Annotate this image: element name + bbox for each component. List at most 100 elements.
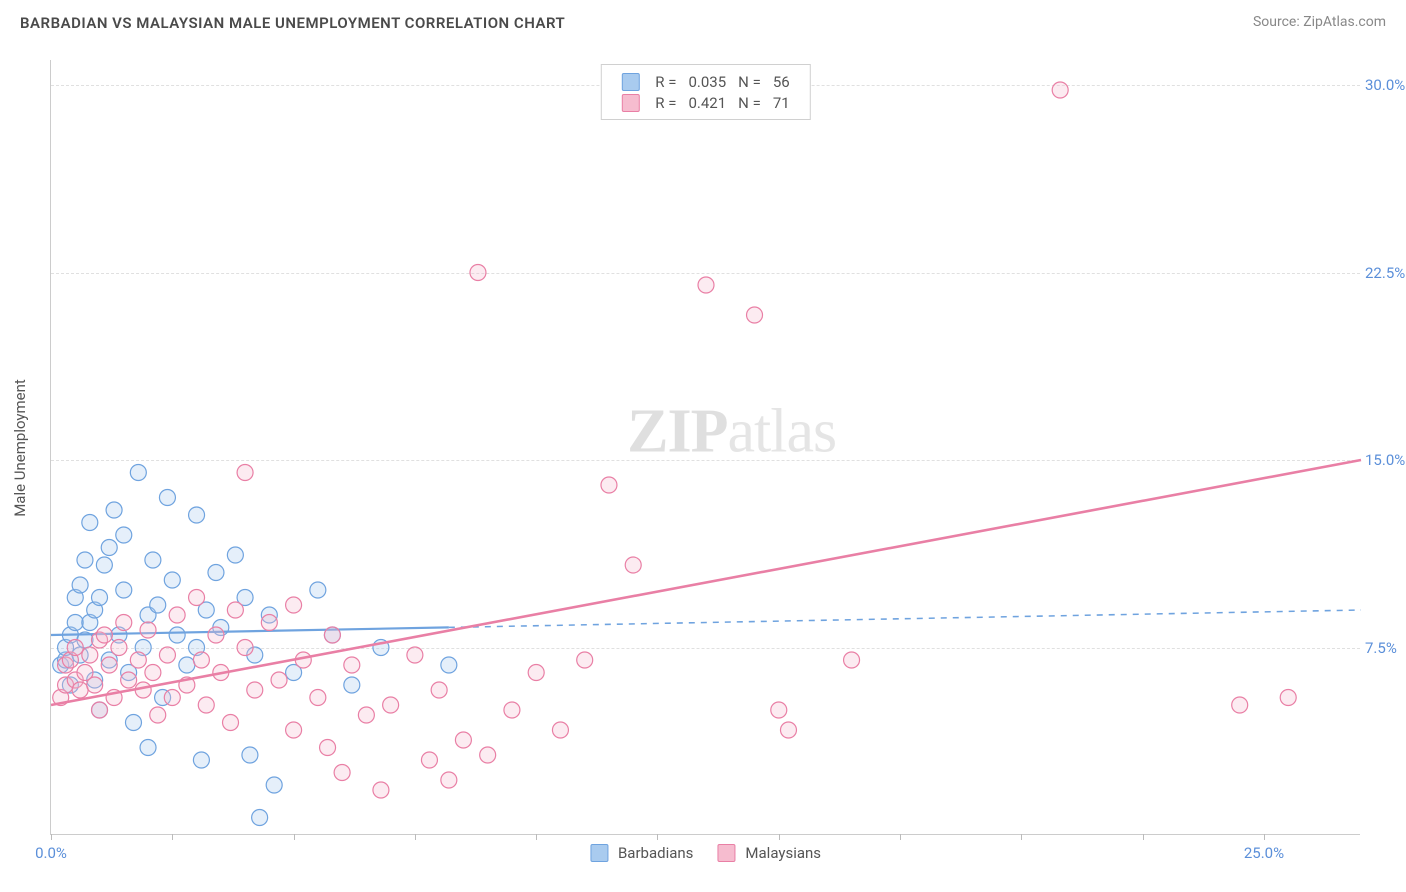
swatch-malaysians xyxy=(621,94,639,112)
data-point xyxy=(121,672,137,688)
data-point xyxy=(150,707,166,723)
data-point xyxy=(625,557,641,573)
legend-item-malaysians: Malaysians xyxy=(717,844,821,862)
data-point xyxy=(383,697,399,713)
legend-item-barbadians: Barbadians xyxy=(590,844,693,862)
data-point xyxy=(844,652,860,668)
data-point xyxy=(470,265,486,281)
data-point xyxy=(198,697,214,713)
chart-header: BARBADIAN VS MALAYSIAN MALE UNEMPLOYMENT… xyxy=(0,0,1406,48)
data-point xyxy=(116,615,132,631)
y-tick-label: 22.5% xyxy=(1365,264,1406,282)
data-point xyxy=(140,622,156,638)
data-point xyxy=(101,657,117,673)
data-point xyxy=(480,747,496,763)
data-point xyxy=(82,515,98,531)
data-point xyxy=(227,602,243,618)
data-point xyxy=(189,507,205,523)
data-point xyxy=(159,647,175,663)
data-point xyxy=(140,740,156,756)
data-point xyxy=(780,722,796,738)
data-point xyxy=(324,627,340,643)
chart-title: BARBADIAN VS MALAYSIAN MALE UNEMPLOYMENT… xyxy=(20,14,565,32)
data-point xyxy=(116,527,132,543)
data-point xyxy=(130,465,146,481)
data-point xyxy=(431,682,447,698)
data-point xyxy=(698,277,714,293)
data-point xyxy=(67,615,83,631)
data-point xyxy=(169,607,185,623)
stats-row-barbadians: R = 0.035 N = 56 xyxy=(615,71,795,92)
data-point xyxy=(164,572,180,588)
data-point xyxy=(145,552,161,568)
data-point xyxy=(286,722,302,738)
data-point xyxy=(601,477,617,493)
data-point xyxy=(252,810,268,826)
data-point xyxy=(528,665,544,681)
data-point xyxy=(72,577,88,593)
data-point xyxy=(334,765,350,781)
data-point xyxy=(106,502,122,518)
data-point xyxy=(208,627,224,643)
data-point xyxy=(193,752,209,768)
data-point xyxy=(125,715,141,731)
y-axis-label: Male Unemployment xyxy=(11,379,29,517)
x-tick-label: 0.0% xyxy=(35,844,67,862)
data-point xyxy=(96,557,112,573)
series-legend: Barbadians Malaysians xyxy=(590,844,821,862)
stats-row-malaysians: R = 0.421 N = 71 xyxy=(615,92,795,113)
data-point xyxy=(1232,697,1248,713)
data-point xyxy=(92,702,108,718)
data-point xyxy=(771,702,787,718)
trend-line xyxy=(51,460,1361,705)
data-point xyxy=(82,647,98,663)
data-point xyxy=(344,677,360,693)
data-point xyxy=(421,752,437,768)
data-point xyxy=(164,690,180,706)
data-point xyxy=(320,740,336,756)
data-point xyxy=(208,565,224,581)
plot-region: ZIPatlas R = 0.035 N = 56 R = 0.421 N = … xyxy=(50,60,1360,835)
data-point xyxy=(310,690,326,706)
data-point xyxy=(577,652,593,668)
data-point xyxy=(77,552,93,568)
data-point xyxy=(169,627,185,643)
data-point xyxy=(116,582,132,598)
x-tick-label: 25.0% xyxy=(1244,844,1284,862)
data-point xyxy=(237,465,253,481)
data-point xyxy=(358,707,374,723)
data-point xyxy=(72,682,88,698)
data-point xyxy=(310,582,326,598)
data-point xyxy=(179,657,195,673)
data-point xyxy=(407,647,423,663)
data-point xyxy=(271,672,287,688)
data-point xyxy=(87,677,103,693)
data-point xyxy=(266,777,282,793)
data-point xyxy=(130,652,146,668)
data-point xyxy=(1280,690,1296,706)
stats-legend: R = 0.035 N = 56 R = 0.421 N = 71 xyxy=(600,64,810,120)
data-point xyxy=(373,782,389,798)
data-point xyxy=(189,590,205,606)
source-attribution: Source: ZipAtlas.com xyxy=(1253,14,1386,30)
data-point xyxy=(441,657,457,673)
data-point xyxy=(145,665,161,681)
data-point xyxy=(96,627,112,643)
data-point xyxy=(1052,82,1068,98)
swatch-barbadians xyxy=(621,73,639,91)
data-point xyxy=(247,682,263,698)
data-point xyxy=(747,307,763,323)
data-point xyxy=(223,715,239,731)
swatch-malaysians xyxy=(717,844,735,862)
data-point xyxy=(552,722,568,738)
data-point xyxy=(67,640,83,656)
data-point xyxy=(111,640,127,656)
scatter-plot-svg xyxy=(51,60,1361,835)
y-tick-label: 15.0% xyxy=(1365,451,1406,469)
data-point xyxy=(344,657,360,673)
data-point xyxy=(159,490,175,506)
data-point xyxy=(242,747,258,763)
chart-area: Male Unemployment ZIPatlas R = 0.035 N =… xyxy=(50,60,1360,835)
data-point xyxy=(150,597,166,613)
data-point xyxy=(261,615,277,631)
